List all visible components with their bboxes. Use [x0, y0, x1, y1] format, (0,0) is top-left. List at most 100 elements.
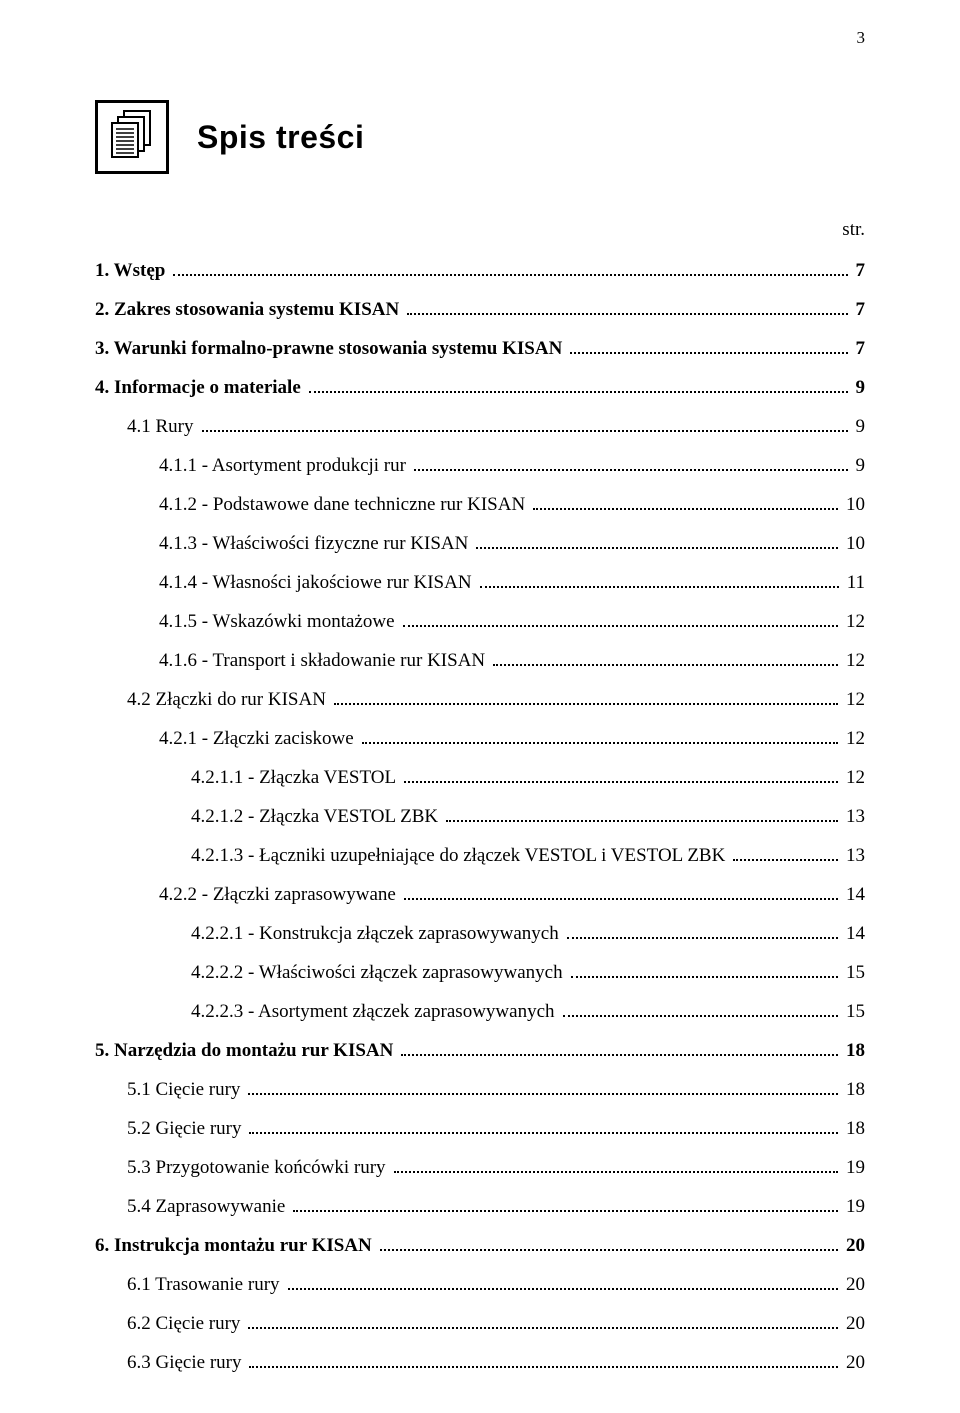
toc-entry: 4.2.2 - Złączki zaprasowywane 14 [95, 885, 865, 904]
toc-entry: 4.2.1 - Złączki zaciskowe 12 [95, 729, 865, 748]
toc-entry: 4.1 Rury 9 [95, 417, 865, 436]
toc-page-number: 20 [842, 1314, 865, 1333]
toc-entry: 6.1 Trasowanie rury20 [95, 1275, 865, 1294]
toc-page-number: 7 [852, 339, 866, 358]
toc-leader-dots [173, 274, 847, 276]
toc-page-number: 13 [842, 807, 865, 826]
toc-leader-dots [404, 781, 838, 783]
toc-leader-dots [407, 313, 847, 315]
toc-entry: 6.2 Cięcie rury 20 [95, 1314, 865, 1333]
toc-label: 4.2.1.1 - Złączka VESTOL [191, 768, 400, 787]
toc-page-number: 12 [842, 729, 865, 748]
toc-page-number: 12 [842, 651, 865, 670]
toc-leader-dots [401, 1054, 838, 1056]
toc-label: 6. Instrukcja montażu rur KISAN [95, 1236, 376, 1255]
toc-label: 4.1.1 - Asortyment produkcji rur [159, 456, 410, 475]
toc-entry: 4.2.2.3 - Asortyment złączek zaprasowywa… [95, 1002, 865, 1021]
toc-leader-dots [571, 976, 838, 978]
toc-label: 4.2.2 - Złączki zaprasowywane [159, 885, 400, 904]
documents-icon [95, 100, 169, 174]
toc-label: 4.2.2.2 - Właściwości złączek zaprasowyw… [191, 963, 567, 982]
toc-entry: 5.2 Gięcie rury18 [95, 1119, 865, 1138]
toc-page-number: 14 [842, 885, 865, 904]
toc-page-number: 20 [842, 1353, 865, 1372]
toc-label: 6.1 Trasowanie rury [127, 1275, 284, 1294]
page-column-header: str. [95, 219, 865, 241]
toc-entry: 5. Narzędzia do montażu rur KISAN 18 [95, 1041, 865, 1060]
toc-leader-dots [476, 547, 838, 549]
toc-leader-dots [493, 664, 838, 666]
toc-label: 4.1.3 - Właściwości fizyczne rur KISAN [159, 534, 472, 553]
header-row: Spis treści [95, 100, 865, 174]
toc-label: 4.1 Rury [127, 417, 198, 436]
toc-entry: 4.2 Złączki do rur KISAN 12 [95, 690, 865, 709]
toc-label: 4.2.2.3 - Asortyment złączek zaprasowywa… [191, 1002, 559, 1021]
toc-page-number: 7 [852, 300, 866, 319]
toc-page-number: 14 [842, 924, 865, 943]
toc-page-number: 12 [842, 612, 865, 631]
toc-page-number: 12 [842, 690, 865, 709]
toc-leader-dots [414, 469, 848, 471]
toc-page-number: 12 [842, 768, 865, 787]
toc-leader-dots [570, 352, 847, 354]
toc-label: 4.1.4 - Własności jakościowe rur KISAN [159, 573, 476, 592]
toc-page-number: 15 [842, 1002, 865, 1021]
toc-page-number: 7 [852, 261, 866, 280]
table-of-contents: 1. Wstęp7 2. Zakres stosowania systemu KI… [95, 261, 865, 1372]
toc-entry: 4. Informacje o materiale9 [95, 378, 865, 397]
toc-leader-dots [288, 1288, 838, 1290]
toc-page-number: 18 [842, 1041, 865, 1060]
toc-entry: 4.2.1.3 - Łączniki uzupełniające do złąc… [95, 846, 865, 865]
toc-leader-dots [533, 508, 838, 510]
toc-leader-dots [249, 1366, 838, 1368]
toc-label: 4.2.1.2 - Złączka VESTOL ZBK [191, 807, 442, 826]
toc-leader-dots [563, 1015, 838, 1017]
toc-leader-dots [293, 1210, 838, 1212]
toc-entry: 5.3 Przygotowanie końcówki rury19 [95, 1158, 865, 1177]
toc-page-number: 13 [842, 846, 865, 865]
toc-label: 4. Informacje o materiale [95, 378, 305, 397]
toc-leader-dots [446, 820, 838, 822]
toc-entry: 4.2.2.1 - Konstrukcja złączek zaprasowyw… [95, 924, 865, 943]
toc-label: 4.1.6 - Transport i składowanie rur KISA… [159, 651, 489, 670]
toc-entry: 3. Warunki formalno-prawne stosowania sy… [95, 339, 865, 358]
toc-entry: 5.4 Zaprasowywanie19 [95, 1197, 865, 1216]
toc-page-number: 15 [842, 963, 865, 982]
toc-label: 5.2 Gięcie rury [127, 1119, 245, 1138]
page-title: Spis treści [197, 119, 364, 156]
toc-leader-dots [202, 430, 848, 432]
toc-entry: 6.3 Gięcie rury 20 [95, 1353, 865, 1372]
page-number: 3 [857, 28, 866, 48]
toc-label: 3. Warunki formalno-prawne stosowania sy… [95, 339, 566, 358]
toc-label: 4.2.1 - Złączki zaciskowe [159, 729, 358, 748]
toc-leader-dots [567, 937, 838, 939]
toc-label: 5.4 Zaprasowywanie [127, 1197, 289, 1216]
toc-label: 4.1.2 - Podstawowe dane techniczne rur K… [159, 495, 529, 514]
toc-label: 4.2.1.3 - Łączniki uzupełniające do złąc… [191, 846, 729, 865]
toc-leader-dots [394, 1171, 838, 1173]
toc-label: 4.2.2.1 - Konstrukcja złączek zaprasowyw… [191, 924, 563, 943]
toc-label: 5.1 Cięcie rury [127, 1080, 244, 1099]
toc-entry: 4.2.1.1 - Złączka VESTOL 12 [95, 768, 865, 787]
toc-leader-dots [334, 703, 838, 705]
toc-leader-dots [362, 742, 838, 744]
toc-page-number: 10 [842, 495, 865, 514]
toc-entry: 4.1.4 - Własności jakościowe rur KISAN 11 [95, 573, 865, 592]
toc-leader-dots [380, 1249, 838, 1251]
toc-entry: 4.1.2 - Podstawowe dane techniczne rur K… [95, 495, 865, 514]
toc-entry: 2. Zakres stosowania systemu KISAN7 [95, 300, 865, 319]
toc-label: 5.3 Przygotowanie końcówki rury [127, 1158, 390, 1177]
toc-label: 4.1.5 - Wskazówki montażowe [159, 612, 399, 631]
toc-page-number: 10 [842, 534, 865, 553]
toc-entry: 4.2.2.2 - Właściwości złączek zaprasowyw… [95, 963, 865, 982]
toc-label: 5. Narzędzia do montażu rur KISAN [95, 1041, 397, 1060]
toc-label: 6.3 Gięcie rury [127, 1353, 245, 1372]
toc-entry: 1. Wstęp7 [95, 261, 865, 280]
toc-label: 4.2 Złączki do rur KISAN [127, 690, 330, 709]
toc-page-number: 11 [843, 573, 865, 592]
toc-page-number: 9 [852, 417, 866, 436]
toc-leader-dots [309, 391, 848, 393]
toc-leader-dots [733, 859, 838, 861]
toc-label: 6.2 Cięcie rury [127, 1314, 244, 1333]
toc-leader-dots [248, 1327, 838, 1329]
